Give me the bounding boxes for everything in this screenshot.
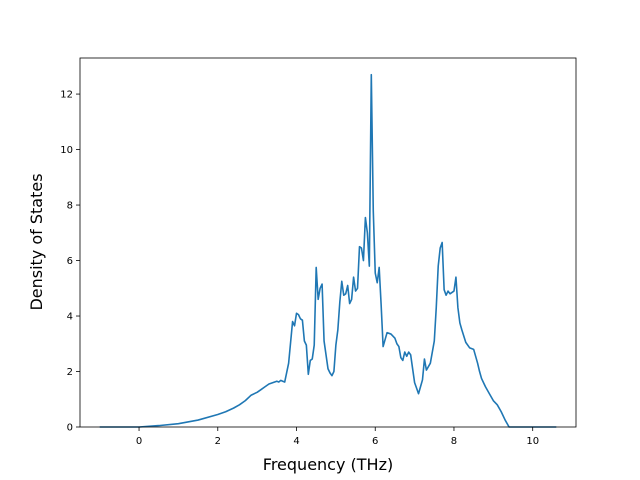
y-tick-label: 8 [67, 201, 73, 212]
y-tick-label: 4 [67, 312, 73, 323]
y-axis: 0 2 4 6 8 10 12 [60, 90, 80, 434]
x-tick-label: 8 [451, 436, 457, 447]
y-tick-label: 6 [67, 256, 73, 267]
x-tick-label: 10 [526, 436, 539, 447]
y-tick-label: 2 [67, 367, 73, 378]
y-axis-label: Density of States [27, 173, 46, 310]
x-axis: 0 2 4 6 8 10 [136, 427, 539, 447]
dos-series-line [99, 73, 557, 428]
y-tick-label: 10 [60, 145, 73, 156]
y-tick-label: 0 [67, 423, 73, 434]
x-tick-label: 2 [215, 436, 221, 447]
axes-frame [79, 57, 577, 428]
plot-area [79, 57, 577, 428]
x-tick-label: 4 [293, 436, 299, 447]
x-tick-label: 0 [136, 436, 142, 447]
x-tick-label: 6 [372, 436, 378, 447]
x-axis-label: Frequency (THz) [263, 455, 393, 474]
y-tick-label: 12 [60, 90, 73, 101]
